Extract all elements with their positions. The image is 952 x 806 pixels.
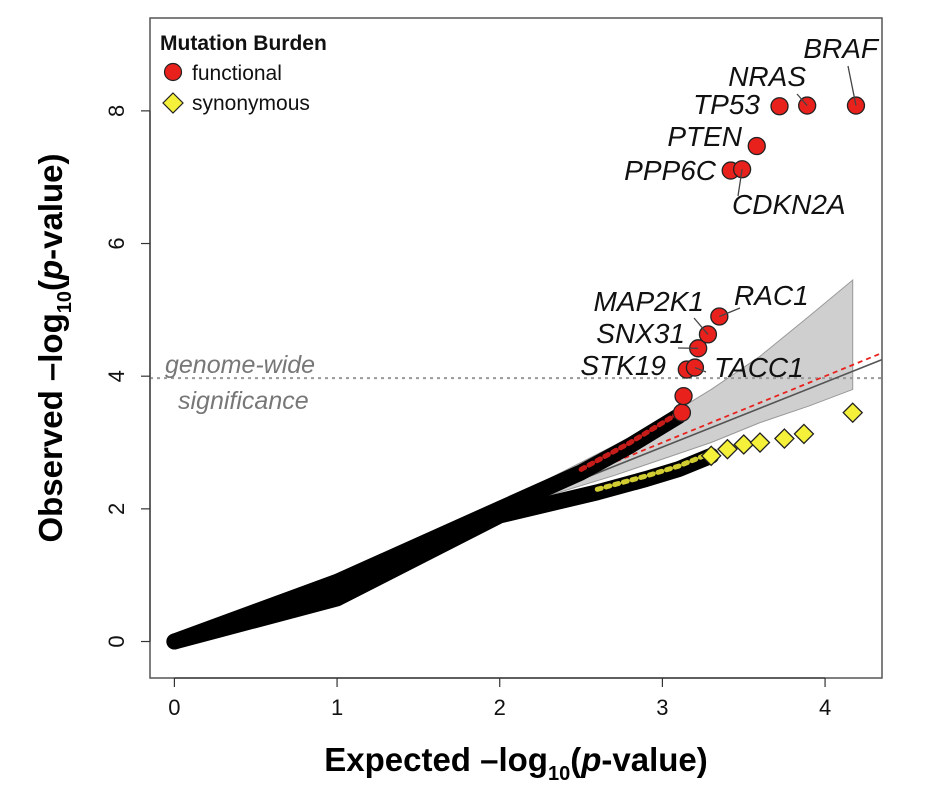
gene-label-tacc1: TACC1 xyxy=(714,352,804,383)
x-axis-title-subscript: 10 xyxy=(548,763,570,785)
x-axis-title-close: -value) xyxy=(601,741,707,778)
point-pten xyxy=(747,136,766,156)
gene-label-ppp6c: PPP6C xyxy=(624,155,717,186)
x-tick-label-1: 1 xyxy=(331,695,343,720)
legend: Mutation Burden functional synonymous xyxy=(160,32,327,115)
x-axis-title-open: ( xyxy=(570,741,581,778)
leader-line-rac1 xyxy=(719,307,741,318)
point-synonymous-0 xyxy=(700,445,722,467)
y-axis: 0 2 4 6 8 xyxy=(104,105,151,648)
y-axis-title-close: -value) xyxy=(32,153,69,259)
leader-line-cdkn2a xyxy=(737,169,743,197)
gene-label-map2k1: MAP2K1 xyxy=(594,286,705,317)
y-axis-title: Observed –log10(p-value) xyxy=(32,153,76,542)
x-tick-label-4: 4 xyxy=(819,695,831,720)
x-axis-title-main: Expected –log xyxy=(324,741,548,778)
point-cloud-functional xyxy=(166,408,687,650)
point-cloud-synonymous xyxy=(166,447,720,650)
legend-functional-label: functional xyxy=(192,62,282,85)
legend-synonymous-label: synonymous xyxy=(192,92,310,115)
significance-label: genome-wide significance xyxy=(165,351,315,415)
y-tick-label-8: 8 xyxy=(104,105,129,117)
leader-line-tacc1 xyxy=(694,366,707,373)
y-tick-label-0: 0 xyxy=(104,635,129,647)
y-tick-label-2: 2 xyxy=(104,503,129,515)
point-synonymous-2 xyxy=(733,434,755,455)
y-tick-label-6: 6 xyxy=(104,237,129,249)
point-cloud-edge-functional xyxy=(578,410,682,472)
legend-functional-marker xyxy=(163,62,183,82)
gene-label-braf: BRAF xyxy=(803,33,880,64)
point-synonymous-4 xyxy=(773,428,795,449)
plot-frame xyxy=(149,17,883,679)
gene-label-pten: PTEN xyxy=(667,121,742,152)
point-cloud-edge-synonymous xyxy=(594,450,714,492)
leader-line-braf xyxy=(847,65,857,106)
point-functional-1 xyxy=(674,386,693,406)
point-cloud-layer xyxy=(166,408,720,650)
y-axis-title-open: ( xyxy=(32,280,69,291)
leader-line-nras xyxy=(796,93,808,106)
legend-synonymous-marker xyxy=(162,92,184,114)
x-axis-title-p: p xyxy=(580,741,601,778)
y-axis-title-main: Observed –log xyxy=(32,313,69,542)
point-tp53 xyxy=(770,97,789,116)
x-tick-label-2: 2 xyxy=(494,695,506,720)
significance-label-line2: significance xyxy=(178,387,309,415)
y-axis-title-p: p xyxy=(32,260,69,281)
point-synonymous-1 xyxy=(717,438,738,460)
x-axis-title: Expected –log10(p-value) xyxy=(324,741,708,785)
gene-label-tp53: TP53 xyxy=(693,89,760,120)
point-synonymous-5 xyxy=(793,423,815,445)
leader-line-map2k1 xyxy=(693,317,709,335)
x-axis: 0 1 2 3 4 xyxy=(168,677,831,720)
gene-label-rac1: RAC1 xyxy=(734,280,809,311)
point-functional-0 xyxy=(672,403,692,422)
point-synonymous-6 xyxy=(842,402,864,424)
y-axis-title-subscript: 10 xyxy=(54,291,76,313)
point-synonymous-3 xyxy=(749,432,771,453)
gene-label-nras: NRAS xyxy=(728,61,806,92)
x-tick-label-0: 0 xyxy=(168,695,180,720)
significance-label-line1: genome-wide xyxy=(165,351,315,379)
gene-label-snx31: SNX31 xyxy=(596,318,685,349)
gene-label-stk19: STK19 xyxy=(580,350,666,381)
gene-label-cdkn2a: CDKN2A xyxy=(732,189,846,220)
y-tick-label-4: 4 xyxy=(104,370,129,382)
x-tick-label-3: 3 xyxy=(656,695,668,720)
legend-title: Mutation Burden xyxy=(160,32,327,55)
